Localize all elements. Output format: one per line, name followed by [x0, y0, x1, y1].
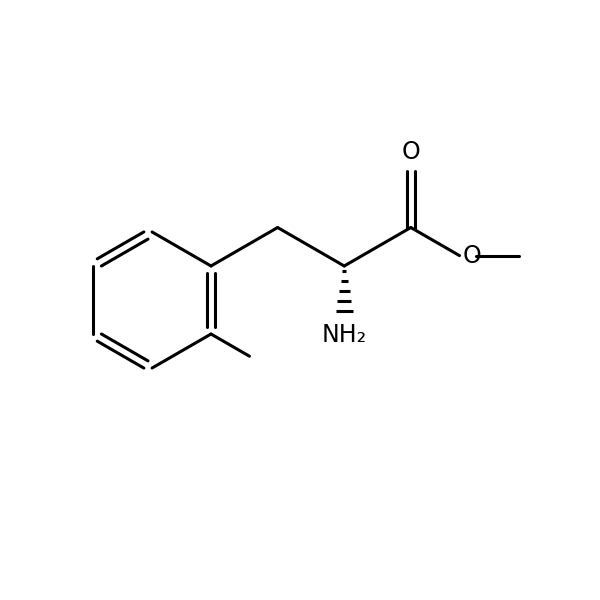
Text: O: O — [463, 244, 481, 268]
Text: NH₂: NH₂ — [322, 323, 367, 347]
Text: O: O — [401, 140, 420, 164]
